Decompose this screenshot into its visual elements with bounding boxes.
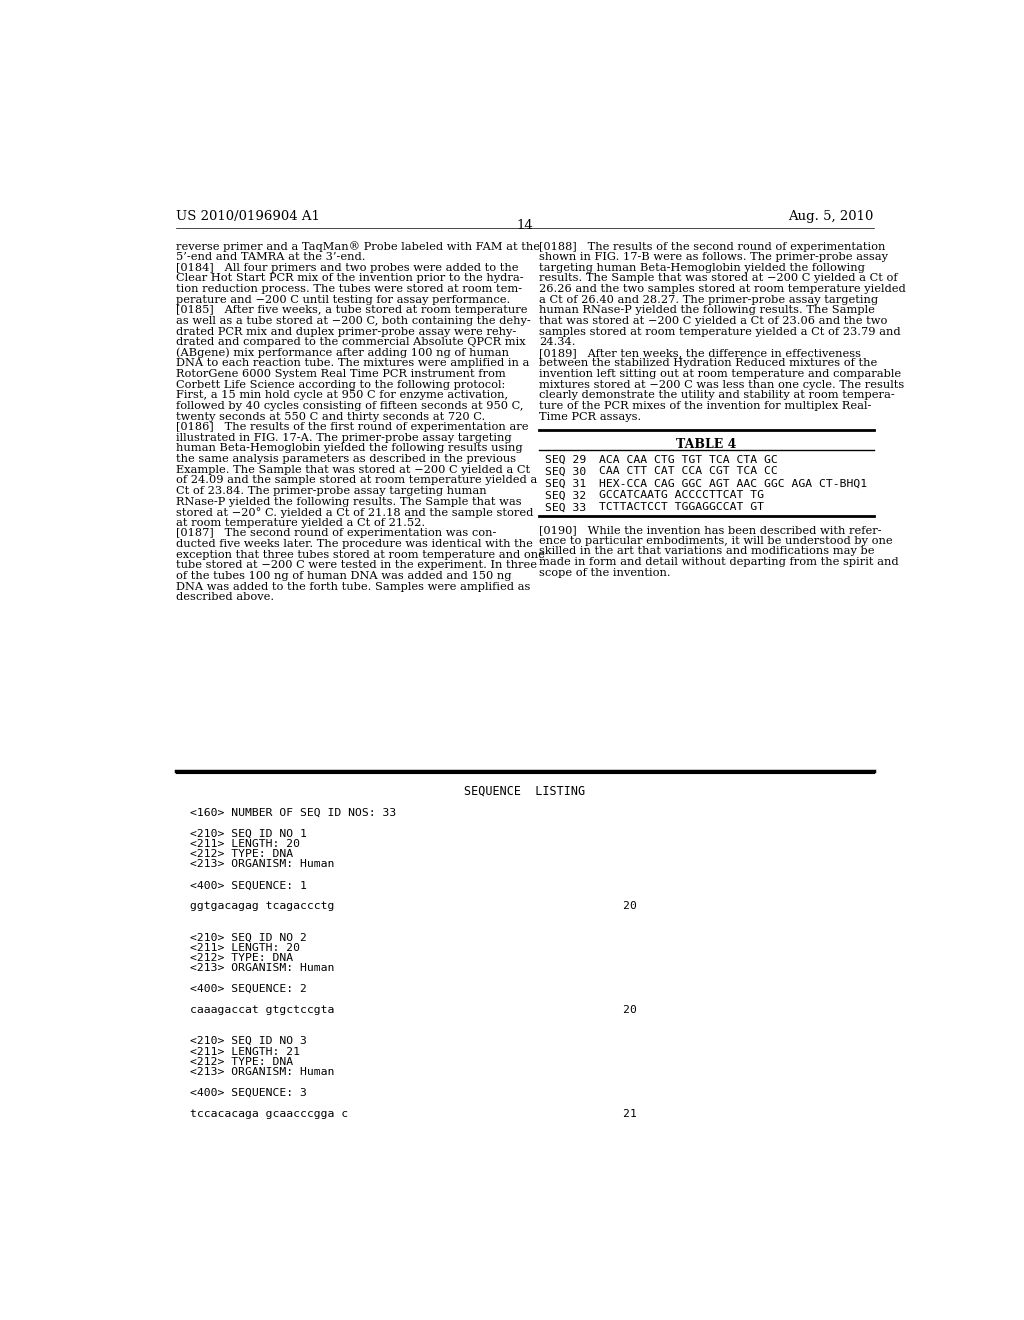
Text: Example. The Sample that was stored at −200 C yielded a Ct: Example. The Sample that was stored at −…	[176, 465, 530, 475]
Text: <210> SEQ ID NO 2: <210> SEQ ID NO 2	[190, 932, 307, 942]
Text: TABLE 4: TABLE 4	[676, 438, 736, 450]
Text: between the stabilized Hydration Reduced mixtures of the: between the stabilized Hydration Reduced…	[539, 359, 877, 368]
Text: drated and compared to the commercial Absolute QPCR mix: drated and compared to the commercial Ab…	[176, 337, 525, 347]
Text: reverse primer and a TaqMan® Probe labeled with FAM at the: reverse primer and a TaqMan® Probe label…	[176, 242, 540, 252]
Text: SEQUENCE  LISTING: SEQUENCE LISTING	[464, 784, 586, 797]
Text: stored at −20° C. yielded a Ct of 21.18 and the sample stored: stored at −20° C. yielded a Ct of 21.18 …	[176, 507, 534, 517]
Text: <212> TYPE: DNA: <212> TYPE: DNA	[190, 849, 293, 859]
Text: 26.26 and the two samples stored at room temperature yielded: 26.26 and the two samples stored at room…	[539, 284, 905, 294]
Text: Clear Hot Start PCR mix of the invention prior to the hydra-: Clear Hot Start PCR mix of the invention…	[176, 273, 523, 284]
Text: invention left sitting out at room temperature and comparable: invention left sitting out at room tempe…	[539, 370, 901, 379]
Text: [0184]   All four primers and two probes were added to the: [0184] All four primers and two probes w…	[176, 263, 518, 273]
Text: tube stored at −200 C were tested in the experiment. In three: tube stored at −200 C were tested in the…	[176, 561, 537, 570]
Text: <213> ORGANISM: Human: <213> ORGANISM: Human	[190, 859, 335, 870]
Text: tccacacaga gcaacccgga c                                        21: tccacacaga gcaacccgga c 21	[190, 1109, 637, 1119]
Text: of the tubes 100 ng of human DNA was added and 150 ng: of the tubes 100 ng of human DNA was add…	[176, 572, 512, 581]
Text: <400> SEQUENCE: 2: <400> SEQUENCE: 2	[190, 985, 307, 994]
Text: <213> ORGANISM: Human: <213> ORGANISM: Human	[190, 964, 335, 973]
Text: mixtures stored at −200 C was less than one cycle. The results: mixtures stored at −200 C was less than …	[539, 380, 904, 389]
Text: <400> SEQUENCE: 1: <400> SEQUENCE: 1	[190, 880, 307, 890]
Text: [0185]   After five weeks, a tube stored at room temperature: [0185] After five weeks, a tube stored a…	[176, 305, 527, 315]
Text: <210> SEQ ID NO 3: <210> SEQ ID NO 3	[190, 1036, 307, 1047]
Text: described above.: described above.	[176, 593, 274, 602]
Text: ACA CAA CTG TGT TCA CTA GC: ACA CAA CTG TGT TCA CTA GC	[599, 454, 778, 465]
Text: <400> SEQUENCE: 3: <400> SEQUENCE: 3	[190, 1088, 307, 1098]
Text: DNA was added to the forth tube. Samples were amplified as: DNA was added to the forth tube. Samples…	[176, 582, 530, 591]
Text: ggtgacagag tcagaccctg                                          20: ggtgacagag tcagaccctg 20	[190, 902, 637, 911]
Text: targeting human Beta-Hemoglobin yielded the following: targeting human Beta-Hemoglobin yielded …	[539, 263, 864, 273]
Text: CAA CTT CAT CCA CGT TCA CC: CAA CTT CAT CCA CGT TCA CC	[599, 466, 778, 477]
Text: [0187]   The second round of experimentation was con-: [0187] The second round of experimentati…	[176, 528, 497, 539]
Text: ducted five weeks later. The procedure was identical with the: ducted five weeks later. The procedure w…	[176, 539, 532, 549]
Text: skilled in the art that variations and modifications may be: skilled in the art that variations and m…	[539, 546, 874, 556]
Text: illustrated in FIG. 17-A. The primer-probe assay targeting: illustrated in FIG. 17-A. The primer-pro…	[176, 433, 512, 442]
Text: results. The Sample that was stored at −200 C yielded a Ct of: results. The Sample that was stored at −…	[539, 273, 897, 284]
Text: <213> ORGANISM: Human: <213> ORGANISM: Human	[190, 1068, 335, 1077]
Text: ence to particular embodiments, it will be understood by one: ence to particular embodiments, it will …	[539, 536, 892, 545]
Text: Aug. 5, 2010: Aug. 5, 2010	[788, 210, 873, 223]
Text: SEQ 30: SEQ 30	[545, 466, 586, 477]
Text: as well as a tube stored at −200 C, both containing the dehy-: as well as a tube stored at −200 C, both…	[176, 315, 530, 326]
Text: made in form and detail without departing from the spirit and: made in form and detail without departin…	[539, 557, 898, 566]
Text: RotorGene 6000 System Real Time PCR instrument from: RotorGene 6000 System Real Time PCR inst…	[176, 370, 506, 379]
Text: ture of the PCR mixes of the invention for multiplex Real-: ture of the PCR mixes of the invention f…	[539, 401, 871, 411]
Text: at room temperature yielded a Ct of 21.52.: at room temperature yielded a Ct of 21.5…	[176, 517, 425, 528]
Text: tion reduction process. The tubes were stored at room tem-: tion reduction process. The tubes were s…	[176, 284, 522, 294]
Text: drated PCR mix and duplex primer-probe assay were rehy-: drated PCR mix and duplex primer-probe a…	[176, 326, 516, 337]
Text: <211> LENGTH: 20: <211> LENGTH: 20	[190, 942, 300, 953]
Text: <211> LENGTH: 20: <211> LENGTH: 20	[190, 838, 300, 849]
Text: the same analysis parameters as described in the previous: the same analysis parameters as describe…	[176, 454, 516, 465]
Text: 14: 14	[516, 219, 534, 232]
Text: human Beta-Hemoglobin yielded the following results using: human Beta-Hemoglobin yielded the follow…	[176, 444, 522, 454]
Text: [0186]   The results of the first round of experimentation are: [0186] The results of the first round of…	[176, 422, 528, 432]
Text: [0190]   While the invention has been described with refer-: [0190] While the invention has been desc…	[539, 525, 882, 535]
Text: SEQ 29: SEQ 29	[545, 454, 586, 465]
Text: caaagaccat gtgctccgta                                          20: caaagaccat gtgctccgta 20	[190, 1005, 637, 1015]
Text: GCCATCAATG ACCCCTTCAT TG: GCCATCAATG ACCCCTTCAT TG	[599, 490, 764, 500]
Text: <160> NUMBER OF SEQ ID NOS: 33: <160> NUMBER OF SEQ ID NOS: 33	[190, 808, 396, 817]
Text: TCTTACTCCT TGGAGGCCAT GT: TCTTACTCCT TGGAGGCCAT GT	[599, 503, 764, 512]
Text: that was stored at −200 C yielded a Ct of 23.06 and the two: that was stored at −200 C yielded a Ct o…	[539, 315, 887, 326]
Text: 5’-end and TAMRA at the 3’-end.: 5’-end and TAMRA at the 3’-end.	[176, 252, 366, 263]
Text: 24.34.: 24.34.	[539, 337, 575, 347]
Text: shown in FIG. 17-B were as follows. The primer-probe assay: shown in FIG. 17-B were as follows. The …	[539, 252, 888, 263]
Text: Corbett Life Science according to the following protocol:: Corbett Life Science according to the fo…	[176, 380, 505, 389]
Text: perature and −200 C until testing for assay performance.: perature and −200 C until testing for as…	[176, 294, 510, 305]
Text: DNA to each reaction tube. The mixtures were amplified in a: DNA to each reaction tube. The mixtures …	[176, 359, 529, 368]
Text: human RNase-P yielded the following results. The Sample: human RNase-P yielded the following resu…	[539, 305, 874, 315]
Text: twenty seconds at 550 C and thirty seconds at 720 C.: twenty seconds at 550 C and thirty secon…	[176, 412, 485, 421]
Text: First, a 15 min hold cycle at 950 C for enzyme activation,: First, a 15 min hold cycle at 950 C for …	[176, 391, 508, 400]
Text: RNase-P yielded the following results. The Sample that was: RNase-P yielded the following results. T…	[176, 496, 521, 507]
Text: US 2010/0196904 A1: US 2010/0196904 A1	[176, 210, 319, 223]
Text: HEX-CCA CAG GGC AGT AAC GGC AGA CT-BHQ1: HEX-CCA CAG GGC AGT AAC GGC AGA CT-BHQ1	[599, 478, 867, 488]
Text: exception that three tubes stored at room temperature and one: exception that three tubes stored at roo…	[176, 549, 545, 560]
Text: a Ct of 26.40 and 28.27. The primer-probe assay targeting: a Ct of 26.40 and 28.27. The primer-prob…	[539, 294, 878, 305]
Text: Time PCR assays.: Time PCR assays.	[539, 412, 641, 421]
Text: of 24.09 and the sample stored at room temperature yielded a: of 24.09 and the sample stored at room t…	[176, 475, 538, 486]
Text: [0188]   The results of the second round of experimentation: [0188] The results of the second round o…	[539, 242, 885, 252]
Text: <210> SEQ ID NO 1: <210> SEQ ID NO 1	[190, 829, 307, 838]
Text: <212> TYPE: DNA: <212> TYPE: DNA	[190, 953, 293, 964]
Text: SEQ 33: SEQ 33	[545, 503, 586, 512]
Text: SEQ 32: SEQ 32	[545, 490, 586, 500]
Text: followed by 40 cycles consisting of fifteen seconds at 950 C,: followed by 40 cycles consisting of fift…	[176, 401, 523, 411]
Text: SEQ 31: SEQ 31	[545, 478, 586, 488]
Text: samples stored at room temperature yielded a Ct of 23.79 and: samples stored at room temperature yield…	[539, 326, 900, 337]
Text: [0189]   After ten weeks, the difference in effectiveness: [0189] After ten weeks, the difference i…	[539, 348, 861, 358]
Text: clearly demonstrate the utility and stability at room tempera-: clearly demonstrate the utility and stab…	[539, 391, 895, 400]
Text: <211> LENGTH: 21: <211> LENGTH: 21	[190, 1047, 300, 1056]
Text: Ct of 23.84. The primer-probe assay targeting human: Ct of 23.84. The primer-probe assay targ…	[176, 486, 486, 496]
Text: scope of the invention.: scope of the invention.	[539, 568, 671, 578]
Text: (ABgene) mix performance after adding 100 ng of human: (ABgene) mix performance after adding 10…	[176, 348, 509, 359]
Text: <212> TYPE: DNA: <212> TYPE: DNA	[190, 1057, 293, 1067]
